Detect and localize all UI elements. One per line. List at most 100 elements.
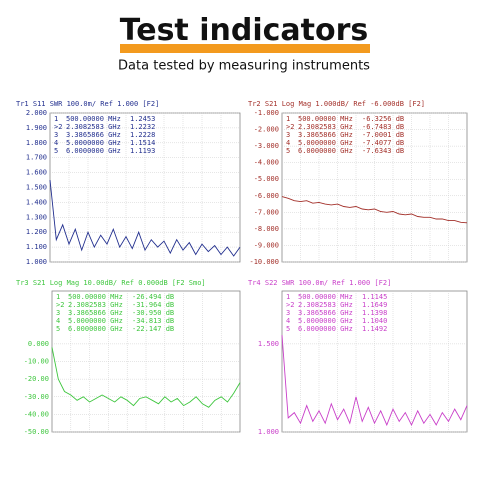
trace — [49, 180, 241, 257]
marker-frequency: 5.0000000 GHz — [298, 317, 353, 325]
trace — [51, 347, 241, 408]
y-tick-label: -3.000 — [254, 142, 279, 150]
y-tick-label: 1.700 — [26, 154, 47, 162]
marker-frequency: 6.0000000 GHz — [66, 147, 121, 155]
marker-reading: 1.2228 — [130, 131, 155, 139]
trace-header: Tr4 S22 SWR 100.0m/ Ref 1.000 [F2] — [248, 279, 391, 287]
marker-reading: 1.1398 — [362, 309, 387, 317]
y-tick-label: -5.000 — [254, 175, 279, 183]
y-tick-label: -7.000 — [254, 208, 279, 216]
y-tick-label: 1.300 — [26, 213, 47, 221]
trace — [281, 196, 468, 224]
y-tick-label: 1.000 — [258, 428, 279, 436]
marker-frequency: 5.0000000 GHz — [66, 139, 121, 147]
marker-id: 3 — [54, 131, 58, 139]
y-tick-label: 1.900 — [26, 124, 47, 132]
marker-reading: -26.494 dB — [132, 293, 174, 301]
marker-frequency: 6.0000000 GHz — [68, 325, 123, 333]
marker-reading: -6.7483 dB — [362, 123, 404, 131]
y-tick-label: 1.000 — [26, 258, 47, 266]
marker-id: >2 — [286, 301, 294, 309]
marker-id: 3 — [286, 131, 290, 139]
marker-frequency: 500.00000 MHz — [68, 293, 123, 301]
trace-header: Tr2 S21 Log Mag 1.000dB/ Ref -6.000dB [F… — [248, 100, 425, 108]
marker-reading: -31.964 dB — [132, 301, 174, 309]
marker-id: 4 — [54, 139, 58, 147]
y-tick-label: -20.00 — [24, 375, 49, 383]
marker-reading: 1.1040 — [362, 317, 387, 325]
y-tick-label: 1.800 — [26, 139, 47, 147]
marker-reading: -34.813 dB — [132, 317, 174, 325]
marker-frequency: 3.3865866 GHz — [68, 309, 123, 317]
trace-header: Tr3 S21 Log Mag 10.00dB/ Ref 0.000dB [F2… — [16, 279, 206, 287]
marker-frequency: 500.00000 MHz — [66, 115, 121, 123]
marker-frequency: 6.0000000 GHz — [298, 147, 353, 155]
y-tick-label: -6.000 — [254, 192, 279, 200]
marker-id: 1 — [286, 293, 290, 301]
marker-reading: 1.1492 — [362, 325, 387, 333]
marker-id: 3 — [286, 309, 290, 317]
marker-reading: -30.950 dB — [132, 309, 174, 317]
marker-id: 4 — [286, 317, 290, 325]
y-tick-label: -50.00 — [24, 428, 49, 436]
marker-id: >2 — [286, 123, 294, 131]
y-tick-label: -4.000 — [254, 159, 279, 167]
y-tick-label: -9.000 — [254, 241, 279, 249]
marker-frequency: 2.3082583 GHz — [298, 123, 353, 131]
y-tick-label: 2.000 — [26, 109, 47, 117]
marker-id: 4 — [286, 139, 290, 147]
marker-frequency: 5.0000000 GHz — [68, 317, 123, 325]
marker-id: 5 — [286, 147, 290, 155]
marker-reading: 1.2453 — [130, 115, 155, 123]
marker-frequency: 3.3865866 GHz — [298, 309, 353, 317]
marker-reading: -6.3256 dB — [362, 115, 404, 123]
marker-id: 1 — [286, 115, 290, 123]
marker-frequency: 5.0000000 GHz — [298, 139, 353, 147]
page-subtitle: Data tested by measuring instruments — [118, 59, 370, 74]
marker-id: 1 — [56, 293, 60, 301]
marker-frequency: 500.00000 MHz — [298, 115, 353, 123]
y-tick-label: -10.000 — [249, 258, 279, 266]
marker-reading: 1.1649 — [362, 301, 387, 309]
page-title: Test indicators — [120, 13, 369, 48]
marker-reading: 1.1145 — [362, 293, 387, 301]
y-tick-label: -1.000 — [254, 109, 279, 117]
y-tick-label: -2.000 — [254, 126, 279, 134]
y-tick-label: -30.00 — [24, 393, 49, 401]
trace — [281, 335, 468, 427]
marker-reading: 1.1193 — [130, 147, 155, 155]
y-tick-label: 1.500 — [26, 184, 47, 192]
marker-reading: -7.0001 dB — [362, 131, 404, 139]
title-underline — [120, 44, 370, 53]
marker-id: 1 — [54, 115, 58, 123]
marker-frequency: 2.3082583 GHz — [298, 301, 353, 309]
marker-reading: -7.4077 dB — [362, 139, 404, 147]
marker-frequency: 2.3082583 GHz — [66, 123, 121, 131]
marker-id: >2 — [54, 123, 62, 131]
marker-id: 5 — [56, 325, 60, 333]
marker-reading: 1.2232 — [130, 123, 155, 131]
y-tick-label: -8.000 — [254, 225, 279, 233]
marker-id: 4 — [56, 317, 60, 325]
y-tick-label: 0.000 — [28, 340, 49, 348]
marker-frequency: 3.3865866 GHz — [298, 131, 353, 139]
marker-id: 5 — [286, 325, 290, 333]
y-tick-label: 1.500 — [258, 340, 279, 348]
marker-id: >2 — [56, 301, 64, 309]
y-tick-label: 1.100 — [26, 243, 47, 251]
marker-reading: 1.1514 — [130, 139, 155, 147]
marker-frequency: 6.0000000 GHz — [298, 325, 353, 333]
marker-frequency: 500.00000 MHz — [298, 293, 353, 301]
y-tick-label: -40.00 — [24, 410, 49, 418]
trace-header: Tr1 S11 SWR 100.0m/ Ref 1.000 [F2] — [16, 100, 159, 108]
marker-reading: -22.147 dB — [132, 325, 174, 333]
y-tick-label: -10.00 — [24, 358, 49, 366]
marker-id: 5 — [54, 147, 58, 155]
y-tick-label: 1.200 — [26, 228, 47, 236]
y-tick-label: 1.400 — [26, 198, 47, 206]
marker-frequency: 3.3865866 GHz — [66, 131, 121, 139]
y-tick-label: 1.600 — [26, 169, 47, 177]
marker-frequency: 2.3082583 GHz — [68, 301, 123, 309]
marker-id: 3 — [56, 309, 60, 317]
